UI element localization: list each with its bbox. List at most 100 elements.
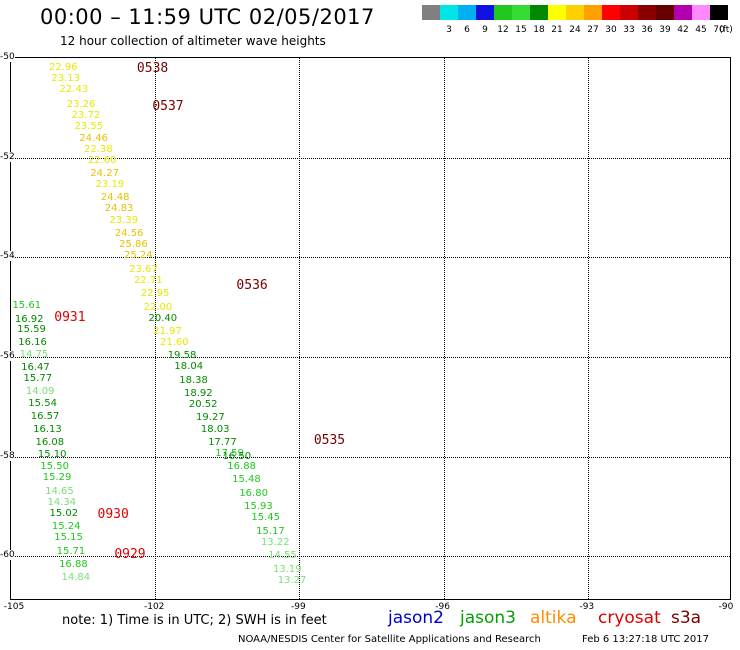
wave-height-label: 23.13 (51, 72, 81, 84)
wave-height-label: 15.17 (256, 525, 285, 537)
legend-swatch (566, 5, 584, 20)
legend-label: 42 (677, 25, 689, 35)
wave-height-label: 14.09 (25, 386, 55, 398)
wave-height-label: 15.59 (17, 324, 46, 336)
wave-height-label: 15.10 (37, 448, 67, 460)
wave-height-label: 17.77 (208, 436, 237, 448)
wave-height-label: 24.83 (104, 203, 134, 215)
legend-label: 70 (713, 25, 725, 35)
wave-height-label: 25.24 (123, 250, 153, 262)
wave-height-label: 22.95 (140, 288, 170, 300)
wave-height-label: 16.92 (14, 313, 44, 325)
wave-height-label: 16.57 (30, 410, 60, 422)
latitude-tick-label: -56 (0, 350, 15, 361)
wave-height-label: 23.19 (95, 179, 125, 191)
longitude-gridline (587, 58, 589, 599)
legend-swatch (674, 5, 692, 20)
wave-height-label: 23.67 (129, 263, 158, 275)
wave-height-label: 13.19 (272, 563, 302, 575)
longitude-gridline (299, 58, 301, 599)
footer-note: note: 1) Time is in UTC; 2) SWH is in fe… (62, 613, 327, 628)
pass-time-label: 0538 (136, 60, 169, 76)
legend-label: 21 (551, 25, 563, 35)
legend-swatch (494, 5, 512, 20)
wave-height-label: 16.47 (21, 362, 50, 374)
wave-height-label: 18.03 (200, 423, 230, 435)
map-title: 00:00 – 11:59 UTC 02/05/2017 (40, 5, 375, 29)
latitude-tick-label: -58 (0, 450, 15, 461)
credit-line: NOAA/NESDIS Center for Satellite Applica… (238, 634, 541, 645)
legend-label: 6 (464, 25, 470, 35)
legend-swatch (440, 5, 458, 20)
latitude-gridline (11, 556, 730, 558)
wave-height-label: 22.43 (59, 83, 89, 95)
wave-height-label: 15.50 (40, 461, 69, 473)
latitude-gridline (11, 257, 730, 259)
wave-height-label: 16.13 (33, 424, 62, 436)
wave-height-label: 22.38 (84, 143, 113, 155)
pass-time-label: 0929 (114, 546, 146, 562)
wave-height-label: 23.26 (66, 99, 96, 111)
legend-swatch (512, 5, 530, 20)
wave-height-label: 15.29 (42, 472, 72, 484)
legend-label: 33 (623, 25, 635, 35)
satellite-legend-altika: altika (530, 608, 577, 628)
wave-height-label: 13.27 (277, 574, 307, 586)
wave-height-label: 16.08 (35, 437, 65, 449)
latitude-tick-label: -52 (0, 151, 15, 162)
latitude-tick-label: -60 (0, 550, 15, 561)
wave-height-label: 14.84 (61, 572, 91, 584)
legend-label: 30 (605, 25, 617, 35)
wave-height-label: 16.16 (18, 337, 47, 349)
legend-swatch (656, 5, 674, 20)
wave-height-label: 13.22 (260, 536, 290, 548)
pass-time-label: 0930 (97, 506, 129, 522)
legend-label: 18 (533, 25, 545, 35)
wave-height-label: 15.02 (49, 507, 79, 519)
wave-height-label: 15.77 (23, 373, 53, 385)
legend-label: 9 (482, 25, 488, 35)
wave-height-label: 22.71 (134, 274, 163, 286)
wave-height-label: 21.97 (153, 325, 182, 337)
wave-height-label: 15.93 (244, 501, 273, 513)
wave-height-label: 14.65 (45, 485, 74, 497)
legend-swatch (584, 5, 602, 20)
latitude-tick-label: -50 (0, 52, 15, 62)
legend-swatch (620, 5, 638, 20)
legend-unit: (ft) (719, 25, 733, 35)
legend-swatch (692, 5, 710, 20)
pass-time-label: 0537 (152, 99, 184, 115)
legend-label: 36 (641, 25, 653, 35)
longitude-gridline (443, 58, 445, 599)
wave-height-label: 22.00 (143, 301, 173, 313)
generation-timestamp: Feb 6 13:27:18 UTC 2017 (582, 634, 709, 645)
wave-height-label: 14.55 (268, 550, 297, 562)
latitude-gridline (11, 356, 730, 358)
wave-height-label: 15.24 (51, 521, 81, 533)
longitude-tick-label: -93 (579, 602, 595, 612)
longitude-tick-label: -96 (435, 602, 450, 612)
legend-swatch (422, 5, 440, 20)
legend-swatch (638, 5, 656, 20)
wave-height-label: 20.40 (148, 312, 178, 324)
legend-swatch (476, 5, 494, 20)
wave-height-label: 15.54 (28, 397, 57, 409)
legend-label: 3 (446, 25, 452, 35)
legend-swatch (530, 5, 548, 20)
wave-height-label: 18.92 (184, 387, 213, 399)
longitude-tick-label: -99 (291, 602, 306, 612)
wave-height-label: 16.80 (239, 487, 268, 499)
satellite-legend-s3a: s3a (671, 608, 702, 628)
longitude-tick-label: -90 (718, 602, 734, 612)
wave-height-label: 18.04 (174, 361, 204, 373)
longitude-gridline (155, 58, 157, 599)
legend-label: 24 (569, 25, 581, 35)
wave-height-label: 24.46 (79, 132, 108, 144)
wave-height-label: 15.45 (251, 512, 280, 524)
wave-height-label: 22.96 (48, 61, 78, 73)
wave-height-label: 23.55 (74, 121, 104, 133)
wave-height-label: 15.71 (56, 545, 86, 557)
legend-label: 27 (587, 25, 599, 35)
wave-height-label: 23.72 (71, 110, 101, 122)
wave-height-label: 19.27 (196, 412, 225, 424)
